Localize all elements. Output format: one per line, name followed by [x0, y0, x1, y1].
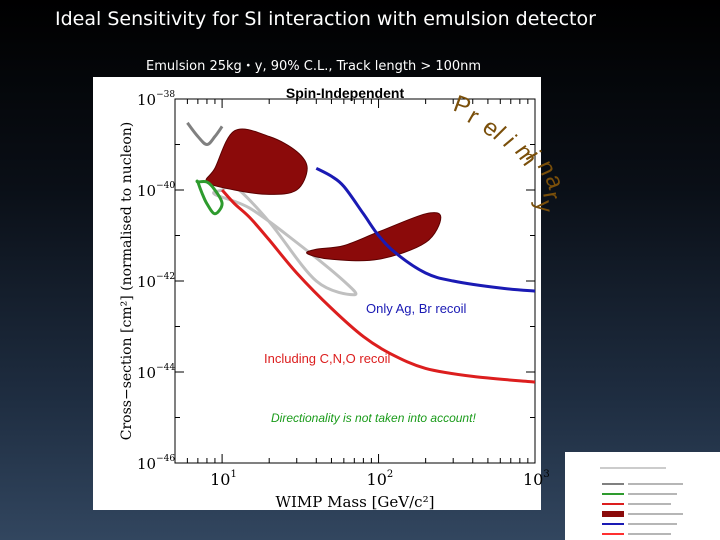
annotation-label: Directionality is not taken into account…: [271, 411, 476, 425]
slide-title: Ideal Sensitivity for SI interaction wit…: [55, 8, 596, 30]
axes-layer: [174, 98, 536, 464]
x-tick-label: 101: [210, 469, 237, 489]
y-axis-label: Cross−section [cm²] (normalised to nucle…: [119, 122, 135, 440]
legend-swatch: [602, 511, 624, 517]
contour-region: [212, 183, 358, 297]
stamp-letter: y: [530, 199, 558, 213]
legend-layer: [600, 467, 683, 535]
y-tick-label: 10−44: [137, 363, 175, 382]
slide-subtitle: Emulsion 25kg・y, 90% C.L., Track length …: [146, 59, 482, 74]
x-tick-label: 102: [367, 469, 394, 489]
y-tick-label: 10−42: [137, 272, 175, 291]
text-layer: 101 102 103 10−38 10−40 10−42 10−44 10−46 WIMP M…: [119, 85, 570, 511]
annotation-label: Only Ag, Br recoil: [366, 301, 467, 316]
x-axis-label: WIMP Mass [GeV/c²]: [276, 493, 435, 511]
series-line: [315, 166, 536, 293]
legend-panel: [565, 452, 720, 540]
signal-region: [205, 128, 308, 195]
y-tick-label: 10−46: [137, 454, 175, 473]
y-tick-label: 10−40: [137, 181, 175, 200]
series-line: [220, 188, 536, 384]
x-tick-label: 103: [523, 469, 550, 489]
series-line: [186, 121, 224, 146]
y-tick-label: 10−38: [137, 90, 175, 109]
signal-region: [306, 212, 442, 262]
chart-title: Spin-Independent: [286, 85, 405, 101]
data-layer: [186, 121, 536, 384]
annotation-label: Including C,N,O recoil: [264, 351, 391, 366]
series-line: [195, 179, 224, 216]
